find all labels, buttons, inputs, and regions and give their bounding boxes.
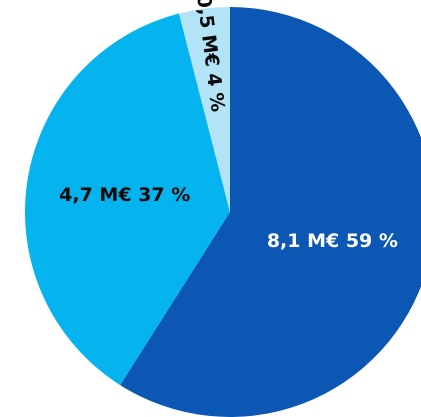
- pie-slice: [179, 6, 230, 212]
- pie-slice: [25, 13, 231, 386]
- pie-slice: [120, 7, 421, 417]
- slice-label: 4,7 M€ 37 %: [59, 184, 190, 206]
- slice-label: 8,1 M€ 59 %: [267, 230, 398, 252]
